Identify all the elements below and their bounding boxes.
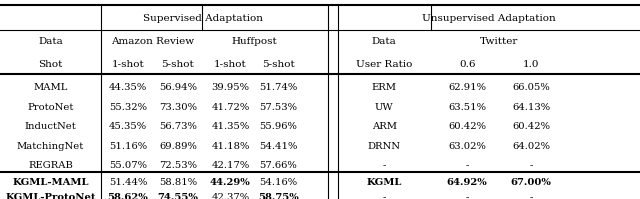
Text: 58.75%: 58.75% — [258, 193, 299, 199]
Text: 66.05%: 66.05% — [513, 83, 550, 92]
Text: KGML-ProtoNet: KGML-ProtoNet — [5, 193, 96, 199]
Text: 1.0: 1.0 — [523, 60, 540, 69]
Text: 55.96%: 55.96% — [259, 122, 298, 131]
Text: -: - — [465, 193, 469, 199]
Text: 51.44%: 51.44% — [109, 178, 147, 187]
Text: -: - — [529, 161, 533, 170]
Text: -: - — [529, 193, 533, 199]
Text: 44.29%: 44.29% — [210, 178, 251, 187]
Text: 64.02%: 64.02% — [512, 141, 550, 151]
Text: ERM: ERM — [372, 83, 397, 92]
Text: 63.51%: 63.51% — [448, 102, 486, 112]
Text: 41.35%: 41.35% — [211, 122, 250, 131]
Text: User Ratio: User Ratio — [356, 60, 413, 69]
Text: 51.74%: 51.74% — [259, 83, 298, 92]
Text: REGRAB: REGRAB — [28, 161, 73, 170]
Text: 44.35%: 44.35% — [109, 83, 147, 92]
Text: ARM: ARM — [372, 122, 397, 131]
Text: ProtoNet: ProtoNet — [28, 102, 74, 112]
Text: 51.16%: 51.16% — [109, 141, 147, 151]
Text: 72.53%: 72.53% — [159, 161, 197, 170]
Text: MAML: MAML — [33, 83, 68, 92]
Text: 56.73%: 56.73% — [159, 122, 197, 131]
Text: 54.16%: 54.16% — [259, 178, 298, 187]
Text: KGML: KGML — [367, 178, 402, 187]
Text: Amazon Review: Amazon Review — [111, 37, 195, 46]
Text: 42.37%: 42.37% — [211, 193, 250, 199]
Text: 62.91%: 62.91% — [448, 83, 486, 92]
Text: Data: Data — [372, 37, 397, 46]
Text: 55.07%: 55.07% — [109, 161, 147, 170]
Text: 73.30%: 73.30% — [159, 102, 197, 112]
Text: Unsupervised Adaptation: Unsupervised Adaptation — [422, 14, 556, 23]
Text: 63.02%: 63.02% — [448, 141, 486, 151]
Text: 1-shot: 1-shot — [111, 60, 145, 69]
Text: -: - — [465, 161, 469, 170]
Text: Supervised Adaptation: Supervised Adaptation — [143, 14, 263, 23]
Text: 58.81%: 58.81% — [159, 178, 197, 187]
Text: 64.13%: 64.13% — [512, 102, 550, 112]
Text: 0.6: 0.6 — [459, 60, 476, 69]
Text: Huffpost: Huffpost — [232, 37, 277, 46]
Text: 41.18%: 41.18% — [211, 141, 250, 151]
Text: KGML-MAML: KGML-MAML — [12, 178, 89, 187]
Text: 55.32%: 55.32% — [109, 102, 147, 112]
Text: Shot: Shot — [38, 60, 63, 69]
Text: 42.17%: 42.17% — [211, 161, 250, 170]
Text: DRNN: DRNN — [368, 141, 401, 151]
Text: 58.62%: 58.62% — [108, 193, 148, 199]
Text: 74.55%: 74.55% — [157, 193, 198, 199]
Text: -: - — [383, 161, 386, 170]
Text: 45.35%: 45.35% — [109, 122, 147, 131]
Text: -: - — [383, 193, 386, 199]
Text: 39.95%: 39.95% — [211, 83, 250, 92]
Text: 57.53%: 57.53% — [259, 102, 298, 112]
Text: UW: UW — [375, 102, 394, 112]
Text: 1-shot: 1-shot — [214, 60, 247, 69]
Text: 69.89%: 69.89% — [159, 141, 197, 151]
Text: MatchingNet: MatchingNet — [17, 141, 84, 151]
Text: 60.42%: 60.42% — [448, 122, 486, 131]
Text: 5-shot: 5-shot — [161, 60, 195, 69]
Text: 57.66%: 57.66% — [260, 161, 297, 170]
Text: 5-shot: 5-shot — [262, 60, 295, 69]
Text: 41.72%: 41.72% — [211, 102, 250, 112]
Text: 67.00%: 67.00% — [511, 178, 552, 187]
Text: Twitter: Twitter — [480, 37, 518, 46]
Text: Data: Data — [38, 37, 63, 46]
Text: InductNet: InductNet — [25, 122, 76, 131]
Text: 60.42%: 60.42% — [512, 122, 550, 131]
Text: 54.41%: 54.41% — [259, 141, 298, 151]
Text: 56.94%: 56.94% — [159, 83, 197, 92]
Text: 64.92%: 64.92% — [447, 178, 488, 187]
